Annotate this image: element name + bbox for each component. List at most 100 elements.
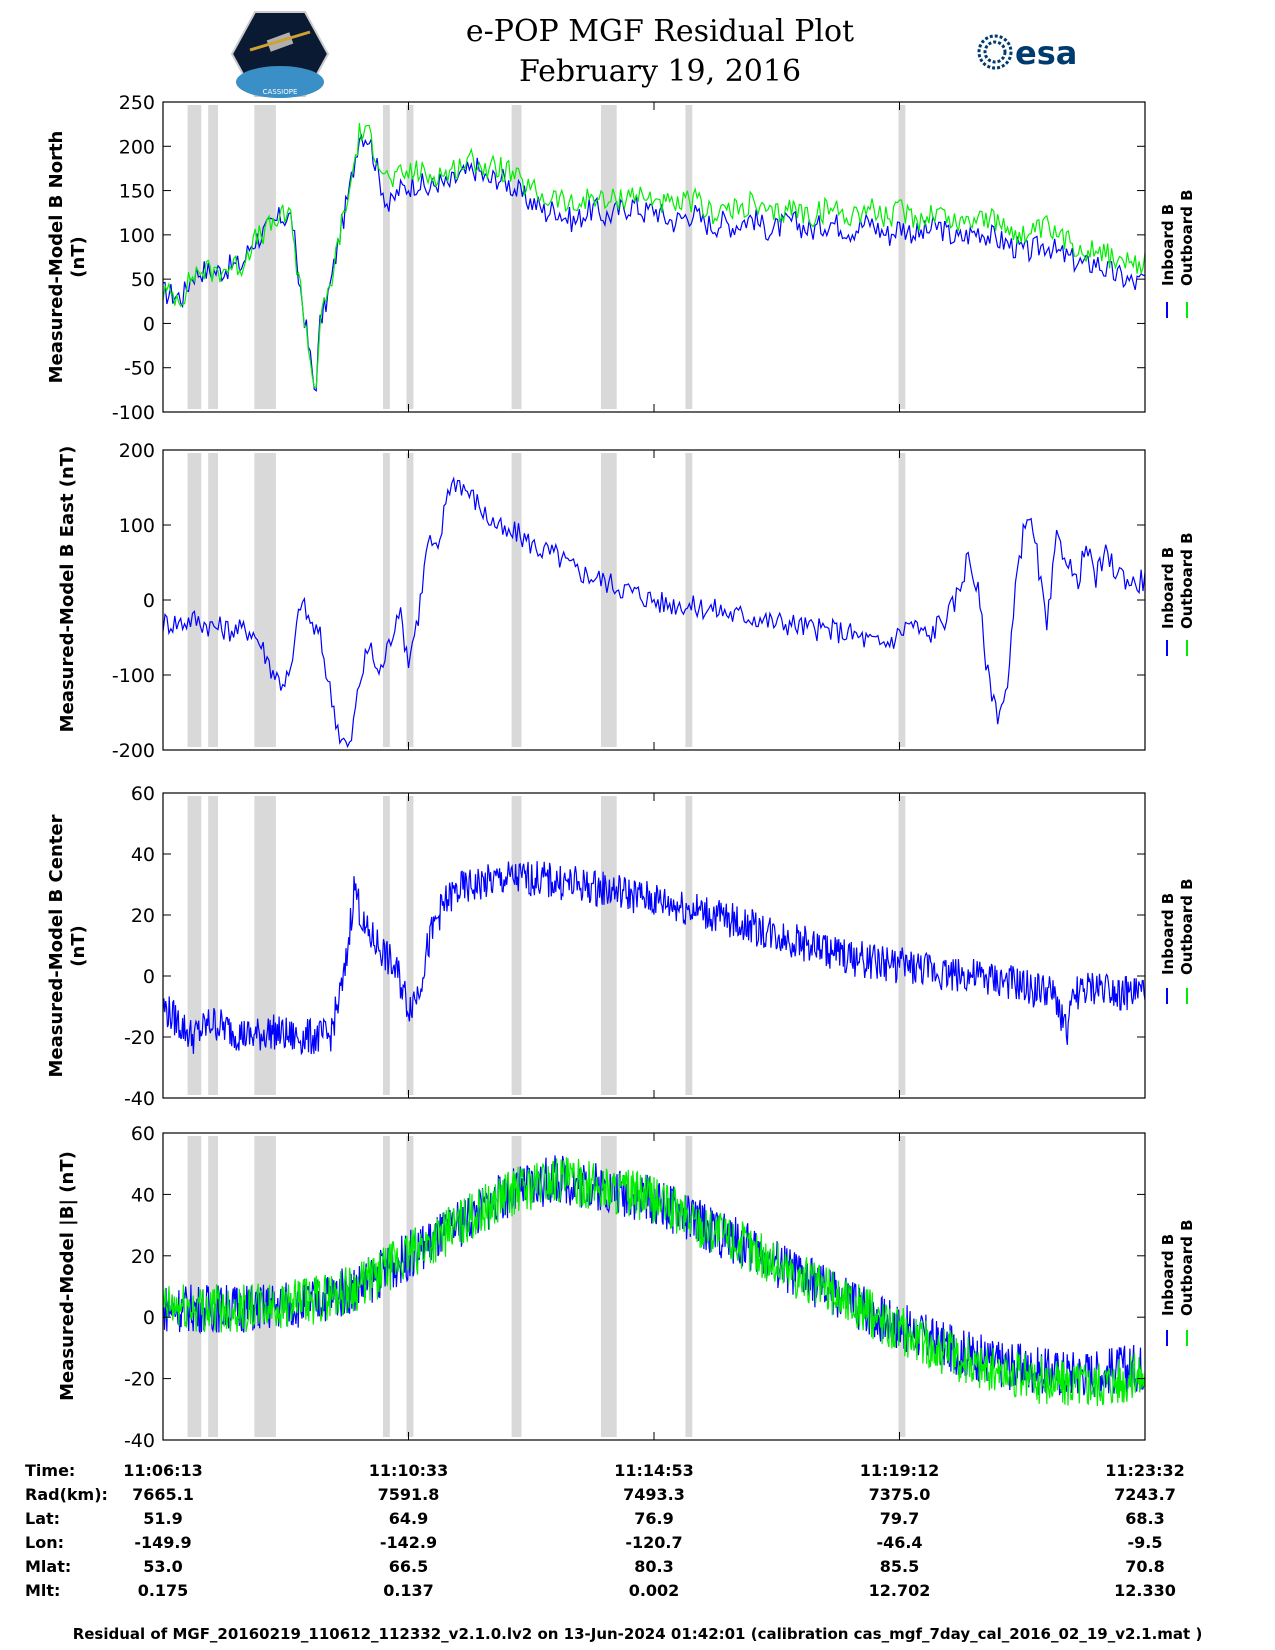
table-cell: -9.5 xyxy=(1127,1533,1163,1552)
y-tick-label: 40 xyxy=(131,1184,155,1206)
data-gap-band xyxy=(406,453,414,747)
data-gap-band xyxy=(254,105,276,409)
legend: Inboard B Outboard B xyxy=(1159,529,1197,629)
y-axis-label: Measured-Model |B| (nT) xyxy=(57,1150,78,1401)
y-tick-label: -20 xyxy=(124,1369,155,1391)
inboard-series-line xyxy=(162,861,1146,1056)
data-gap-band xyxy=(187,796,202,1095)
y-axis-label: Measured-Model B North (nT) xyxy=(46,130,89,384)
footer-caption: Residual of MGF_20160219_110612_112332_v… xyxy=(72,1625,1203,1643)
data-gap-band xyxy=(898,796,906,1095)
table-cell: 11:10:33 xyxy=(368,1461,449,1480)
table-cell: 7375.0 xyxy=(868,1485,931,1504)
table-row-label: Lat: xyxy=(25,1509,61,1528)
table-cell: 79.7 xyxy=(879,1509,920,1528)
table-cell: 53.0 xyxy=(143,1557,183,1576)
inboard-series-line xyxy=(162,133,1146,392)
y-tick-label: 0 xyxy=(143,1307,155,1329)
data-gap-band xyxy=(600,453,617,747)
outboard-series-line xyxy=(162,1157,1146,1407)
table-cell: 7243.7 xyxy=(1114,1485,1176,1504)
table-row-label: Rad(km): xyxy=(25,1485,108,1504)
data-gap-band xyxy=(600,105,617,409)
table-cell: 11:14:53 xyxy=(614,1461,694,1480)
legend-outboard: Outboard B xyxy=(1178,189,1196,286)
y-tick-label: 20 xyxy=(131,1246,155,1268)
data-gap-band xyxy=(208,1136,218,1437)
table-cell: -142.9 xyxy=(379,1533,438,1552)
data-gap-band xyxy=(208,796,218,1095)
table-cell: 7591.8 xyxy=(377,1485,440,1504)
y-tick-label: 200 xyxy=(119,440,155,462)
y-tick-label: 150 xyxy=(119,181,155,203)
data-gap-band xyxy=(511,105,522,409)
y-tick-label: 100 xyxy=(119,515,155,537)
y-tick-label: -100 xyxy=(112,665,155,687)
legend-inboard: Inboard B xyxy=(1159,892,1177,975)
legend-inboard: Inboard B xyxy=(1159,1233,1177,1316)
legend-outboard: Outboard B xyxy=(1178,532,1196,629)
legend: Inboard B Outboard B xyxy=(1159,875,1197,975)
table-row-label: Mlat: xyxy=(25,1557,72,1576)
data-gap-band xyxy=(187,105,202,409)
table-cell: -46.4 xyxy=(876,1533,923,1552)
data-gap-band xyxy=(511,1136,522,1437)
table-cell: 68.3 xyxy=(1125,1509,1165,1528)
data-gap-band xyxy=(600,796,617,1095)
data-gap-band xyxy=(898,105,906,409)
legend-outboard: Outboard B xyxy=(1178,1218,1196,1316)
y-tick-label: 50 xyxy=(131,269,155,291)
data-gap-band xyxy=(382,1136,390,1437)
y-tick-label: 60 xyxy=(131,1123,155,1145)
y-tick-label: 200 xyxy=(119,136,155,158)
plot-date: February 19, 2016 xyxy=(518,54,802,89)
plot-frame xyxy=(162,792,1146,1099)
table-cell: 85.5 xyxy=(879,1557,920,1576)
data-gap-band xyxy=(600,1136,617,1437)
y-tick-label: -20 xyxy=(124,1027,155,1049)
data-gap-band xyxy=(254,1136,276,1437)
y-tick-label: 40 xyxy=(131,844,155,866)
y-tick-label: 0 xyxy=(143,313,155,335)
y-tick-label: -40 xyxy=(124,1430,155,1452)
table-cell: 0.175 xyxy=(137,1581,189,1600)
y-tick-label: 100 xyxy=(119,225,155,247)
table-cell: 51.9 xyxy=(143,1509,183,1528)
data-gap-band xyxy=(187,453,202,747)
table-cell: 7493.3 xyxy=(623,1485,685,1504)
y-tick-label: 0 xyxy=(143,590,155,612)
table-cell: 70.8 xyxy=(1125,1557,1165,1576)
data-gap-band xyxy=(254,796,276,1095)
table-cell: 76.9 xyxy=(634,1509,674,1528)
y-tick-label: -200 xyxy=(112,740,155,762)
table-cell: 11:19:12 xyxy=(859,1461,940,1480)
table-cell: 64.9 xyxy=(388,1509,429,1528)
data-gap-band xyxy=(254,453,276,747)
y-tick-label: -40 xyxy=(124,1088,155,1110)
data-gap-band xyxy=(382,453,390,747)
table-cell: 11:06:13 xyxy=(123,1461,203,1480)
data-gap-band xyxy=(187,1136,202,1437)
outboard-series-line xyxy=(162,122,1146,389)
table-cell: 80.3 xyxy=(634,1557,674,1576)
table-cell: 12.702 xyxy=(868,1581,931,1600)
table-cell: -120.7 xyxy=(625,1533,683,1552)
table-cell: 0.137 xyxy=(383,1581,434,1600)
cassiope-logo-text: CASSIOPE xyxy=(263,88,298,96)
y-axis-label: Measured-Model B Center (nT) xyxy=(46,814,89,1077)
inboard-series-line xyxy=(162,476,1146,749)
data-gap-band xyxy=(898,453,906,747)
table-cell: 7665.1 xyxy=(132,1485,194,1504)
page-title: e-POP MGF Residual Plot xyxy=(465,14,855,49)
y-tick-label: 250 xyxy=(119,92,155,114)
legend: Inboard B Outboard B xyxy=(1159,186,1197,286)
table-row-label: Lon: xyxy=(25,1533,64,1552)
data-gap-band xyxy=(406,105,414,409)
esa-logo-text: esa xyxy=(1015,34,1077,72)
y-tick-label: 20 xyxy=(131,905,155,927)
table-row-label: Mlt: xyxy=(25,1581,61,1600)
legend-outboard: Outboard B xyxy=(1178,877,1196,975)
data-gap-band xyxy=(208,453,218,747)
data-gap-band xyxy=(685,453,693,747)
